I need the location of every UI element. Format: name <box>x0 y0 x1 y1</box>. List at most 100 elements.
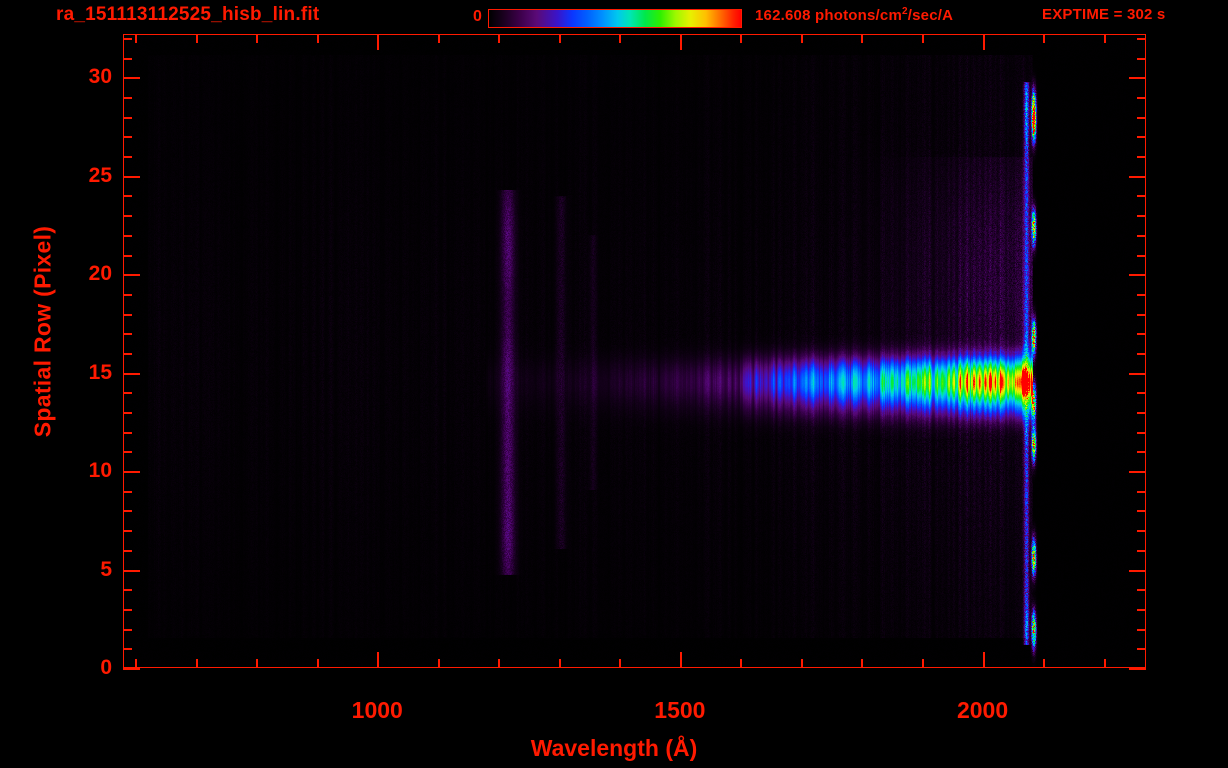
x-tick-label: 1500 <box>654 697 706 723</box>
y-tick-minor <box>123 156 132 158</box>
x-tick-minor-top <box>801 34 803 43</box>
x-tick-minor <box>438 659 440 668</box>
y-tick-major-right <box>1129 274 1146 276</box>
x-tick-major <box>377 652 379 668</box>
y-tick-minor <box>123 117 132 119</box>
y-tick-minor <box>123 294 132 296</box>
x-tick-minor <box>498 659 500 668</box>
y-tick-major-right <box>1129 570 1146 572</box>
y-tick-minor <box>123 215 132 217</box>
y-tick-minor <box>123 629 132 631</box>
y-tick-minor-right <box>1137 314 1146 316</box>
y-tick-minor-right <box>1137 510 1146 512</box>
x-tick-minor-top <box>1043 34 1045 43</box>
x-tick-label: 1000 <box>351 697 403 723</box>
x-tick-major-top <box>983 34 985 50</box>
y-tick-major <box>123 373 140 375</box>
y-tick-label: 20 <box>88 262 112 286</box>
x-tick-minor-top <box>498 34 500 43</box>
x-tick-major-top <box>680 34 682 50</box>
y-tick-minor-right <box>1137 550 1146 552</box>
y-tick-label: 5 <box>100 557 112 581</box>
y-tick-minor-right <box>1137 432 1146 434</box>
x-tick-minor <box>1043 659 1045 668</box>
y-tick-label: 15 <box>88 360 112 384</box>
x-tick-minor-top <box>135 34 137 43</box>
colorbar-max-units-tail: /sec/A <box>907 7 954 24</box>
y-tick-minor <box>123 609 132 611</box>
spectral-heatmap-canvas <box>124 35 1145 667</box>
y-tick-minor <box>123 314 132 316</box>
y-tick-minor-right <box>1137 412 1146 414</box>
y-tick-minor-right <box>1137 648 1146 650</box>
y-tick-minor-right <box>1137 589 1146 591</box>
y-tick-minor <box>123 510 132 512</box>
y-tick-label: 25 <box>88 163 112 187</box>
y-tick-minor <box>123 412 132 414</box>
y-tick-minor <box>123 136 132 138</box>
y-tick-label: 30 <box>88 65 112 89</box>
y-tick-minor-right <box>1137 451 1146 453</box>
x-tick-minor <box>922 659 924 668</box>
x-tick-minor <box>801 659 803 668</box>
page-title: ra_151113112525_hisb_lin.fit <box>56 4 320 25</box>
x-tick-minor <box>559 659 561 668</box>
x-tick-major <box>680 652 682 668</box>
x-tick-minor-top <box>438 34 440 43</box>
y-tick-major <box>123 668 140 670</box>
y-tick-minor <box>123 97 132 99</box>
y-tick-minor <box>123 392 132 394</box>
x-tick-minor-top <box>922 34 924 43</box>
x-tick-minor-top <box>256 34 258 43</box>
y-tick-minor <box>123 491 132 493</box>
x-tick-minor <box>317 659 319 668</box>
y-tick-minor <box>123 550 132 552</box>
y-tick-minor <box>123 432 132 434</box>
y-tick-minor-right <box>1137 255 1146 257</box>
x-tick-minor <box>619 659 621 668</box>
y-tick-minor-right <box>1137 294 1146 296</box>
x-tick-minor <box>740 659 742 668</box>
y-tick-minor-right <box>1137 215 1146 217</box>
y-tick-minor-right <box>1137 353 1146 355</box>
y-tick-minor-right <box>1137 136 1146 138</box>
x-tick-minor-top <box>740 34 742 43</box>
x-tick-minor-top <box>619 34 621 43</box>
x-tick-minor-top <box>196 34 198 43</box>
x-tick-minor <box>256 659 258 668</box>
y-tick-minor-right <box>1137 38 1146 40</box>
y-tick-minor-right <box>1137 609 1146 611</box>
y-tick-label: 0 <box>100 656 112 679</box>
y-tick-minor-right <box>1137 629 1146 631</box>
y-tick-major <box>123 471 140 473</box>
y-tick-minor <box>123 38 132 40</box>
y-tick-minor-right <box>1137 156 1146 158</box>
colorbar-max-label: 162.608 photons/cm2/sec/A <box>755 6 953 24</box>
x-tick-minor-top <box>317 34 319 43</box>
exptime-label: EXPTIME = 302 s <box>1042 6 1166 23</box>
y-tick-minor <box>123 235 132 237</box>
colorbar <box>488 9 742 28</box>
x-tick-minor-top <box>559 34 561 43</box>
y-tick-minor-right <box>1137 530 1146 532</box>
y-tick-minor-right <box>1137 235 1146 237</box>
y-tick-minor <box>123 451 132 453</box>
y-tick-major-right <box>1129 77 1146 79</box>
x-tick-minor-top <box>1104 34 1106 43</box>
y-tick-minor-right <box>1137 117 1146 119</box>
y-tick-major-right <box>1129 668 1146 670</box>
x-axis-title: Wavelength (Å) <box>530 735 698 761</box>
colorbar-min-label: 0 <box>473 8 483 25</box>
y-tick-minor-right <box>1137 491 1146 493</box>
colorbar-max-exponent: 2 <box>902 6 908 17</box>
x-tick-minor <box>1104 659 1106 668</box>
y-tick-major-right <box>1129 471 1146 473</box>
y-tick-minor-right <box>1137 392 1146 394</box>
plot-frame <box>123 34 1146 668</box>
y-tick-major-right <box>1129 176 1146 178</box>
x-tick-minor-top <box>861 34 863 43</box>
y-tick-minor-right <box>1137 97 1146 99</box>
y-tick-minor <box>123 58 132 60</box>
x-tick-major-top <box>377 34 379 50</box>
x-tick-minor <box>196 659 198 668</box>
